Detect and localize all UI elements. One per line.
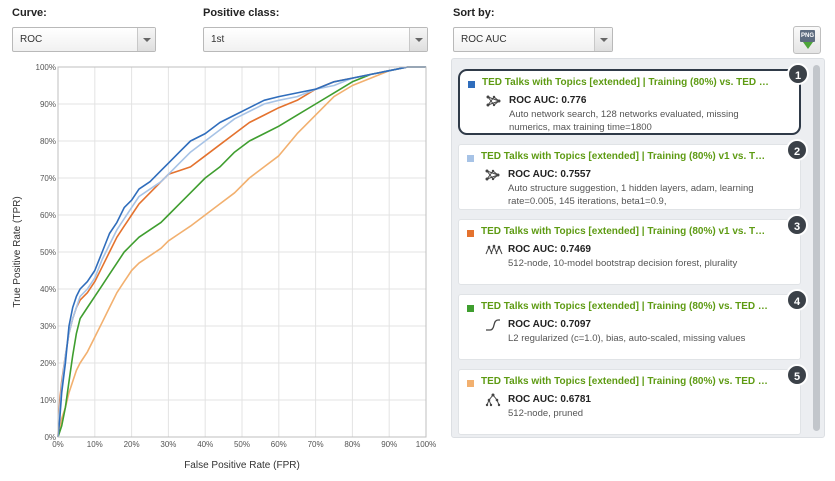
- x-tick-label: 100%: [416, 440, 436, 449]
- chart-series: [57, 66, 426, 438]
- roc-curve-line[interactable]: [57, 66, 426, 438]
- series-color-swatch: [467, 155, 474, 162]
- x-tick-label: 60%: [271, 440, 287, 449]
- model-title[interactable]: TED Talks with Topics [extended] | Train…: [482, 77, 772, 88]
- model-title[interactable]: TED Talks with Topics [extended] | Train…: [481, 226, 771, 237]
- x-tick-label: 50%: [234, 440, 250, 449]
- png-file-icon: PNG: [800, 30, 815, 42]
- model-title[interactable]: TED Talks with Topics [extended] | Train…: [481, 376, 771, 387]
- x-tick-label: 0%: [52, 440, 64, 449]
- y-tick-label: 50%: [40, 248, 56, 257]
- rank-badge: 4: [786, 289, 808, 311]
- model-score: ROC AUC: 0.7469: [508, 244, 591, 255]
- chart-grid: [57, 66, 427, 438]
- model-list-panel[interactable]: TED Talks with Topics [extended] | Train…: [451, 58, 825, 438]
- x-tick-label: 10%: [87, 440, 103, 449]
- rank-badge: 1: [787, 63, 809, 85]
- y-tick-label: 70%: [40, 174, 56, 183]
- scrollbar[interactable]: [813, 65, 820, 431]
- rank-badge: 5: [786, 364, 808, 386]
- ensemble-icon: [485, 243, 503, 257]
- plot-area-border: [57, 66, 427, 438]
- series-color-swatch: [467, 305, 474, 312]
- y-axis-label: True Positive Rate (TPR): [12, 196, 23, 307]
- series-color-swatch: [467, 230, 474, 237]
- logistic-regression-icon: [485, 318, 503, 332]
- roc-chart[interactable]: 0% 10% 20% 30% 40% 50% 60% 70% 80% 90% 100% 0% 10% 20…: [0, 55, 440, 475]
- tree-icon: [485, 393, 503, 407]
- y-tick-label: 40%: [40, 285, 56, 294]
- model-score: ROC AUC: 0.6781: [508, 394, 591, 405]
- series-color-swatch: [467, 380, 474, 387]
- x-tick-label: 20%: [124, 440, 140, 449]
- x-tick-label: 70%: [308, 440, 324, 449]
- chevron-down-icon[interactable]: [137, 28, 155, 51]
- chart-ticks: 0% 10% 20% 30% 40% 50% 60% 70% 80% 90% 100% 0% 10% 20…: [36, 63, 437, 449]
- y-tick-label: 100%: [36, 63, 56, 72]
- positive-class-label: Positive class:: [203, 7, 280, 19]
- chevron-down-icon[interactable]: [409, 28, 427, 51]
- model-card[interactable]: TED Talks with Topics [extended] | Train…: [458, 139, 808, 210]
- model-card[interactable]: TED Talks with Topics [extended] | Train…: [458, 364, 808, 435]
- model-card[interactable]: TED Talks with Topics [extended] | Train…: [458, 214, 808, 285]
- x-tick-label: 90%: [381, 440, 397, 449]
- sort-by-select[interactable]: ROC AUC: [453, 27, 613, 52]
- roc-curve-line[interactable]: [57, 66, 426, 438]
- rank-badge: 2: [786, 139, 808, 161]
- y-tick-label: 60%: [40, 211, 56, 220]
- sort-by-select-value: ROC AUC: [461, 34, 507, 45]
- positive-class-select-value: 1st: [211, 34, 225, 45]
- y-tick-label: 10%: [40, 396, 56, 405]
- roc-curve-line[interactable]: [57, 66, 426, 438]
- curve-select[interactable]: ROC: [12, 27, 156, 52]
- y-tick-label: 80%: [40, 137, 56, 146]
- model-description: Auto network search, 128 networks evalua…: [509, 109, 739, 133]
- x-tick-label: 80%: [344, 440, 360, 449]
- x-axis-label: False Positive Rate (FPR): [184, 460, 300, 471]
- y-tick-label: 20%: [40, 359, 56, 368]
- rank-badge: 3: [786, 214, 808, 236]
- neural-network-icon: [486, 94, 504, 108]
- y-tick-label: 0%: [44, 433, 56, 442]
- model-card[interactable]: TED Talks with Topics [extended] | Train…: [458, 63, 809, 135]
- model-description: 512-node, pruned: [508, 408, 584, 419]
- model-card[interactable]: TED Talks with Topics [extended] | Train…: [458, 289, 808, 360]
- model-description: 512-node, 10-model bootstrap decision fo…: [508, 258, 738, 269]
- model-description: L2 regularized (c=1.0), bias, auto-scale…: [508, 333, 746, 344]
- model-title[interactable]: TED Talks with Topics [extended] | Train…: [481, 301, 771, 312]
- sort-by-label: Sort by:: [453, 7, 495, 19]
- y-tick-label: 90%: [40, 100, 56, 109]
- model-score: ROC AUC: 0.7097: [508, 319, 591, 330]
- series-color-swatch: [468, 81, 475, 88]
- curve-select-value: ROC: [20, 34, 43, 45]
- chevron-down-icon[interactable]: [594, 28, 612, 51]
- model-title[interactable]: TED Talks with Topics [extended] | Train…: [481, 151, 771, 162]
- scrollbar-thumb[interactable]: [813, 65, 820, 431]
- x-tick-label: 30%: [160, 440, 176, 449]
- neural-network-icon: [485, 168, 503, 182]
- positive-class-select[interactable]: 1st: [203, 27, 428, 52]
- curve-label: Curve:: [12, 7, 47, 19]
- model-score: ROC AUC: 0.7557: [508, 169, 591, 180]
- download-arrow-icon: [803, 42, 813, 49]
- export-png-button[interactable]: PNG: [793, 26, 821, 54]
- model-description: Auto structure suggestion, 1 hidden laye…: [508, 183, 754, 207]
- x-tick-label: 40%: [197, 440, 213, 449]
- roc-curve-line[interactable]: [57, 66, 426, 438]
- y-tick-label: 30%: [40, 322, 56, 331]
- model-score: ROC AUC: 0.776: [509, 95, 587, 106]
